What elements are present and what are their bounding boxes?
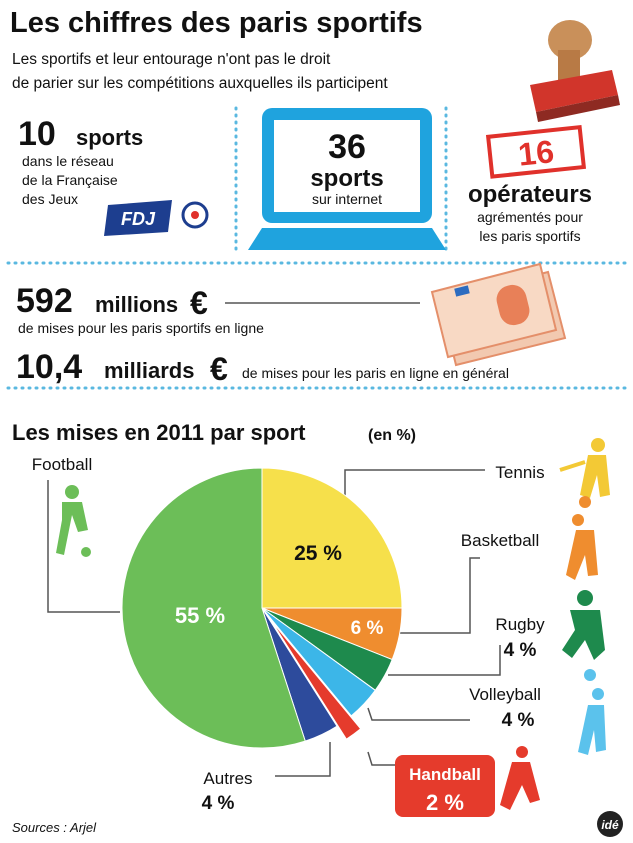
leader-line bbox=[47, 480, 120, 613]
basketball-icon bbox=[566, 496, 598, 580]
pie-slice bbox=[270, 620, 362, 740]
stat-caption: sur internet bbox=[312, 191, 382, 207]
fdj-logo bbox=[104, 200, 172, 236]
slice-name: Volleyball bbox=[469, 685, 541, 704]
tennis-icon bbox=[559, 438, 610, 498]
slice-name: Tennis bbox=[495, 463, 544, 482]
stat-unit: sports bbox=[310, 165, 383, 192]
slice-name: Rugby bbox=[495, 615, 545, 634]
operators-badge: 16 bbox=[485, 124, 587, 179]
subtitle: de parier sur les compétitions auxquelle… bbox=[12, 75, 388, 92]
fdj-logo-text: FDJ bbox=[121, 209, 156, 229]
leader-line bbox=[275, 742, 331, 777]
handball-icon bbox=[500, 746, 540, 810]
stat-number: 592 bbox=[16, 282, 73, 320]
title: Les chiffres des paris sportifs bbox=[10, 7, 423, 39]
stat-caption: de mises pour les paris en ligne en géné… bbox=[242, 365, 509, 381]
slice-value: 25 % bbox=[294, 542, 342, 565]
rugby-icon bbox=[562, 590, 605, 660]
chart-title: Les mises en 2011 par sport bbox=[12, 420, 306, 445]
slice-value: 6 % bbox=[351, 618, 384, 639]
leader-line bbox=[367, 751, 395, 766]
leader-line bbox=[367, 707, 470, 721]
stat-caption: agrémentés pour bbox=[477, 209, 583, 225]
volleyball-icon bbox=[578, 669, 606, 755]
leader-line bbox=[398, 557, 480, 634]
chart-subtitle: (en %) bbox=[368, 427, 416, 444]
stat-number: 10,4 bbox=[16, 348, 82, 386]
currency: € bbox=[210, 351, 228, 387]
pie-slice bbox=[121, 467, 306, 749]
laptop-display bbox=[274, 120, 420, 212]
slice-name: Football bbox=[32, 455, 92, 474]
highlight-box bbox=[395, 755, 495, 817]
pie-slice bbox=[261, 467, 403, 609]
stat-unit: opérateurs bbox=[468, 181, 592, 208]
slice-value: 4 % bbox=[502, 710, 535, 731]
stat-number: 16 bbox=[517, 133, 556, 173]
currency: € bbox=[190, 285, 208, 321]
logo-badge bbox=[597, 811, 623, 837]
stat-caption: de mises pour les paris sportifs en lign… bbox=[18, 320, 264, 336]
leader-line bbox=[344, 469, 485, 505]
slice-value: 2 % bbox=[426, 790, 464, 815]
leader-line bbox=[388, 645, 501, 676]
stat-number: 10 bbox=[18, 115, 56, 153]
stat-caption: dans le réseau bbox=[22, 153, 114, 169]
stat-caption: les paris sportifs bbox=[479, 228, 580, 244]
slice-name: Autres bbox=[203, 769, 252, 788]
stat-unit: milliards bbox=[104, 358, 194, 383]
slice-value: 4 % bbox=[504, 640, 537, 661]
slice-value: 55 % bbox=[175, 603, 225, 628]
football-icon bbox=[56, 485, 91, 557]
logo: idé bbox=[601, 818, 619, 832]
stat-caption: des Jeux bbox=[22, 191, 78, 207]
stat-unit: millions bbox=[95, 292, 178, 317]
fdj-clover bbox=[191, 211, 199, 219]
slice-name: Basketball bbox=[461, 531, 539, 550]
pie-slice bbox=[261, 607, 376, 717]
stat-unit: sports bbox=[76, 125, 143, 150]
pie bbox=[121, 467, 403, 749]
source: Sources : Arjel bbox=[12, 820, 97, 835]
stamp-icon bbox=[530, 20, 620, 122]
banknote-icon bbox=[430, 262, 567, 367]
stat-number: 36 bbox=[328, 128, 366, 166]
slice-name: Handball bbox=[409, 765, 481, 784]
slice-value: 4 % bbox=[202, 793, 235, 814]
laptop-base bbox=[248, 228, 446, 250]
subtitle: Les sportifs et leur entourage n'ont pas… bbox=[12, 51, 331, 68]
stat-caption: de la Française bbox=[22, 172, 118, 188]
